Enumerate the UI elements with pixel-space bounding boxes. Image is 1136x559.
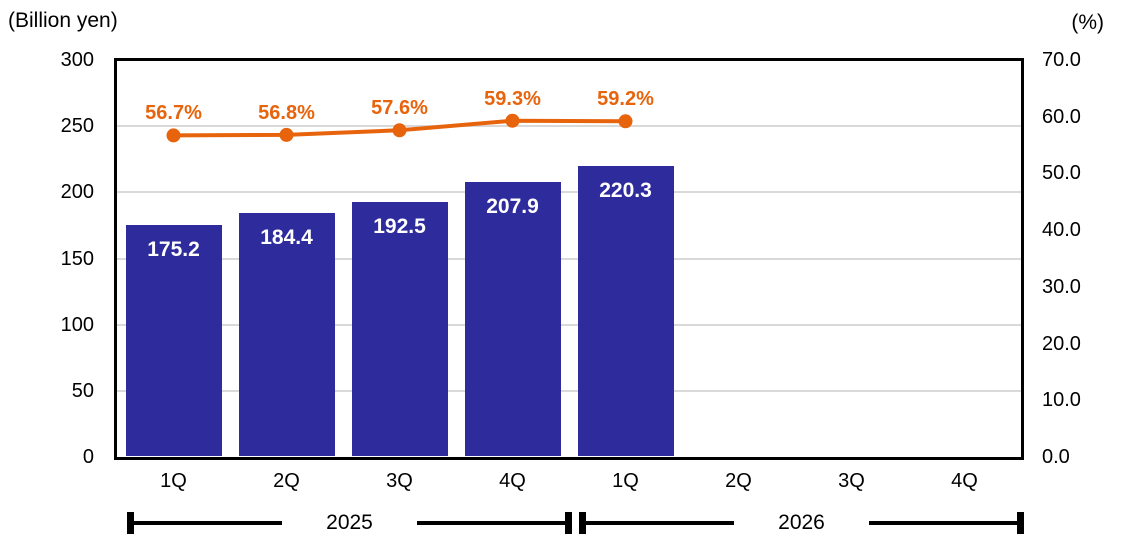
gridline [117, 323, 1021, 326]
line-value-label: 59.3% [484, 87, 541, 110]
x-axis-category-label: 4Q [951, 470, 978, 492]
year-group-bracket: 2025 [127, 512, 572, 534]
left-axis-tick-label: 100 [60, 313, 94, 336]
line-value-label: 57.6% [371, 97, 428, 120]
bar-value-label: 220.3 [599, 178, 652, 202]
right-axis-tick-label: 70.0 [1042, 49, 1081, 71]
revenue-bar [577, 165, 674, 456]
year-group-bracket: 2026 [579, 512, 1024, 534]
x-axis-category-label: 3Q [386, 470, 413, 492]
line-value-label: 59.2% [597, 88, 654, 111]
gridline [117, 257, 1021, 260]
x-axis-category-label: 2Q [273, 470, 300, 492]
bracket-end-cap [565, 512, 572, 534]
revenue-bar [238, 213, 335, 456]
right-axis-tick-label: 40.0 [1042, 219, 1081, 242]
line-value-label: 56.8% [258, 101, 315, 124]
revenue-bar [125, 225, 222, 456]
line-value-label: 56.7% [145, 102, 202, 125]
left-axis-tick-label: 150 [60, 247, 94, 270]
left-axis-tick-label: 50 [71, 379, 94, 402]
right-axis-tick-label: 0.0 [1042, 446, 1070, 468]
left-axis-tick-label: 0 [82, 446, 94, 468]
x-axis-category-label: 2Q [725, 470, 752, 492]
bracket-end-cap [1017, 512, 1024, 534]
x-axis-category-label: 1Q [160, 470, 187, 492]
right-axis-tick-label: 50.0 [1042, 162, 1081, 185]
bracket-line [134, 521, 283, 525]
bar-value-label: 175.2 [147, 238, 200, 262]
revenue-bar [351, 202, 448, 456]
right-axis-tick-label: 30.0 [1042, 275, 1081, 298]
bracket-line [586, 521, 735, 525]
bracket-end-cap [127, 512, 134, 534]
right-axis-title: (%) [1071, 11, 1104, 34]
x-axis-category-label: 4Q [499, 470, 526, 492]
bracket-line [416, 521, 565, 525]
gridline [117, 125, 1021, 128]
gridline [117, 389, 1021, 392]
left-axis-title: (Billion yen) [8, 9, 118, 32]
right-axis-tick-label: 60.0 [1042, 105, 1081, 128]
bar-value-label: 184.4 [260, 226, 313, 249]
bar-value-label: 192.5 [373, 215, 426, 239]
x-axis-category-label: 3Q [838, 470, 865, 492]
bar-value-label: 207.9 [486, 194, 539, 218]
left-axis-tick-label: 250 [60, 115, 94, 138]
left-axis-tick-label: 200 [60, 181, 94, 204]
bracket-end-cap [579, 512, 586, 534]
year-group-label: 2025 [326, 511, 373, 534]
bracket-line [868, 521, 1017, 525]
gridline [117, 191, 1021, 194]
left-axis-tick-label: 300 [60, 49, 94, 71]
revenue-bar [464, 181, 561, 456]
x-axis-category-label: 1Q [612, 470, 639, 492]
right-axis-tick-label: 20.0 [1042, 332, 1081, 355]
year-group-label: 2026 [778, 511, 825, 534]
right-axis-tick-label: 10.0 [1042, 389, 1081, 412]
